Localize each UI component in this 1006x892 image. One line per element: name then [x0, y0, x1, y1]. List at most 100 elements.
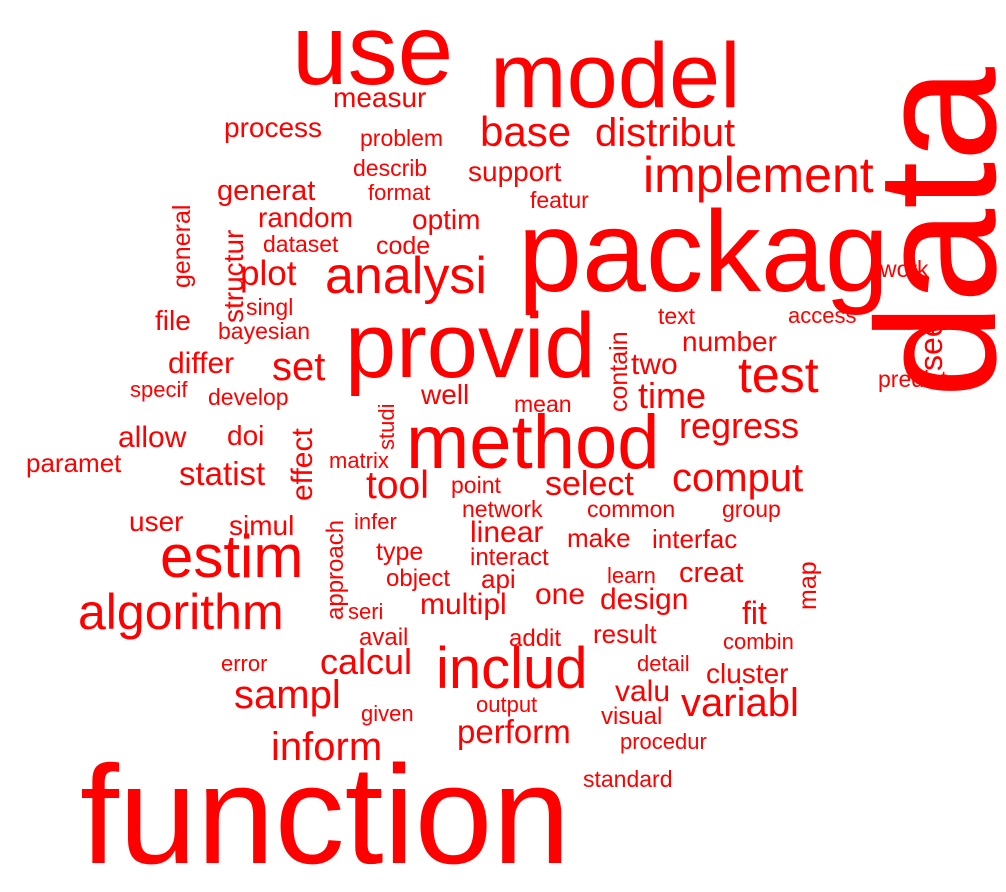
cloud-word: time [638, 375, 707, 416]
cloud-word: simul [229, 510, 295, 541]
cloud-word: procedur [620, 729, 707, 754]
cloud-word: matrix [329, 448, 389, 473]
cloud-word: measur [333, 82, 427, 113]
cloud-word: contain [605, 331, 633, 412]
cloud-word: perform [457, 713, 571, 750]
cloud-word: process [224, 112, 323, 143]
cloud-word: avail [359, 624, 409, 651]
cloud-word: visual [601, 703, 663, 730]
cloud-word: plot [240, 254, 297, 293]
cloud-word: inform [271, 725, 383, 769]
cloud-word: use [292, 0, 454, 106]
cloud-word: valu [615, 675, 671, 708]
cloud-word: singl [246, 294, 294, 320]
cloud-word: distribut [595, 111, 736, 155]
cloud-word: infer [354, 509, 397, 534]
cloud-word: generat [217, 175, 316, 207]
cloud-word: error [221, 651, 268, 676]
cloud-word: provid [345, 295, 596, 397]
cloud-word: base [480, 108, 572, 155]
cloud-word: dataset [263, 231, 339, 257]
cloud-word: user [129, 506, 184, 537]
cloud-word: select [545, 465, 634, 503]
cloud-word: mean [514, 391, 572, 417]
cloud-word: point [451, 472, 501, 498]
cloud-word: text [658, 303, 696, 329]
cloud-word: output [476, 692, 538, 717]
cloud-word: variabl [681, 681, 799, 725]
cloud-word: code [376, 232, 431, 260]
cloud-word: structur [218, 229, 249, 323]
cloud-word: interact [470, 544, 549, 571]
cloud-word: access [788, 303, 857, 328]
cloud-word: predict [878, 366, 948, 392]
cloud-word: linear [470, 516, 544, 549]
cloud-word: group [722, 496, 781, 522]
cloud-word: tool [366, 464, 429, 507]
cloud-word: common [587, 496, 676, 522]
cloud-word: model [490, 25, 741, 127]
cloud-word: featur [530, 187, 589, 213]
cloud-word: fit [742, 595, 767, 631]
cloud-word: method [406, 400, 660, 485]
cloud-word: given [361, 701, 414, 726]
cloud-word: general [168, 204, 196, 288]
cloud-word: function [80, 736, 571, 892]
cloud-word: specif [130, 377, 188, 402]
cloud-word: type [376, 538, 424, 566]
cloud-word: addit [509, 625, 562, 652]
cloud-word: analysi [325, 247, 487, 305]
cloud-word: packag [518, 188, 889, 316]
cloud-word: learn [607, 563, 656, 588]
cloud-word: one [535, 578, 586, 611]
cloud-word: doi [227, 420, 265, 451]
cloud-word: support [468, 156, 562, 187]
cloud-word: network [462, 496, 543, 522]
cloud-word: random [258, 202, 353, 233]
cloud-word: optim [412, 204, 481, 235]
cloud-word: algorithm [78, 584, 284, 640]
cloud-word: set [272, 345, 326, 389]
cloud-word: multipl [420, 588, 507, 621]
cloud-word: design [600, 583, 689, 616]
cloud-word: creat [679, 557, 744, 589]
cloud-word: differ [168, 347, 235, 380]
cloud-word: detail [637, 651, 690, 676]
cloud-word: estim [160, 523, 304, 590]
cloud-word: map [794, 561, 822, 610]
cloud-word: seri [348, 599, 384, 624]
cloud-word: paramet [26, 448, 122, 478]
cloud-word: make [567, 523, 631, 553]
cloud-word: studi [374, 403, 399, 450]
cloud-word: develop [208, 384, 289, 410]
cloud-word: regress [679, 405, 800, 446]
cloud-word: includ [436, 636, 588, 701]
cloud-word: effect [286, 428, 319, 501]
cloud-word: interfac [652, 524, 738, 554]
cloud-word: sampl [234, 673, 341, 717]
cloud-word: problem [360, 125, 444, 151]
cloud-word: result [593, 619, 657, 649]
cloud-word: test [738, 347, 819, 403]
cloud-word: see [913, 319, 949, 371]
cloud-word: implement [643, 147, 874, 203]
cloud-word: comput [672, 456, 804, 500]
cloud-word: bayesian [218, 318, 311, 344]
cloud-word: approach [322, 519, 349, 620]
cloud-word: work [880, 256, 929, 282]
cloud-word: describ [353, 155, 428, 181]
cloud-word: file [155, 305, 191, 336]
cloud-word: calcul [320, 641, 413, 682]
cloud-word: standard [583, 766, 673, 792]
cloud-word: well [421, 379, 470, 410]
cloud-word: number [682, 326, 777, 357]
cloud-word: statist [179, 455, 266, 492]
cloud-word: combin [723, 629, 794, 654]
cloud-word: api [481, 564, 516, 594]
cloud-word: two [631, 348, 678, 381]
cloud-word: format [368, 180, 431, 205]
cloud-word: allow [118, 421, 187, 454]
cloud-word: object [386, 565, 451, 592]
cloud-word: cluster [706, 658, 789, 689]
